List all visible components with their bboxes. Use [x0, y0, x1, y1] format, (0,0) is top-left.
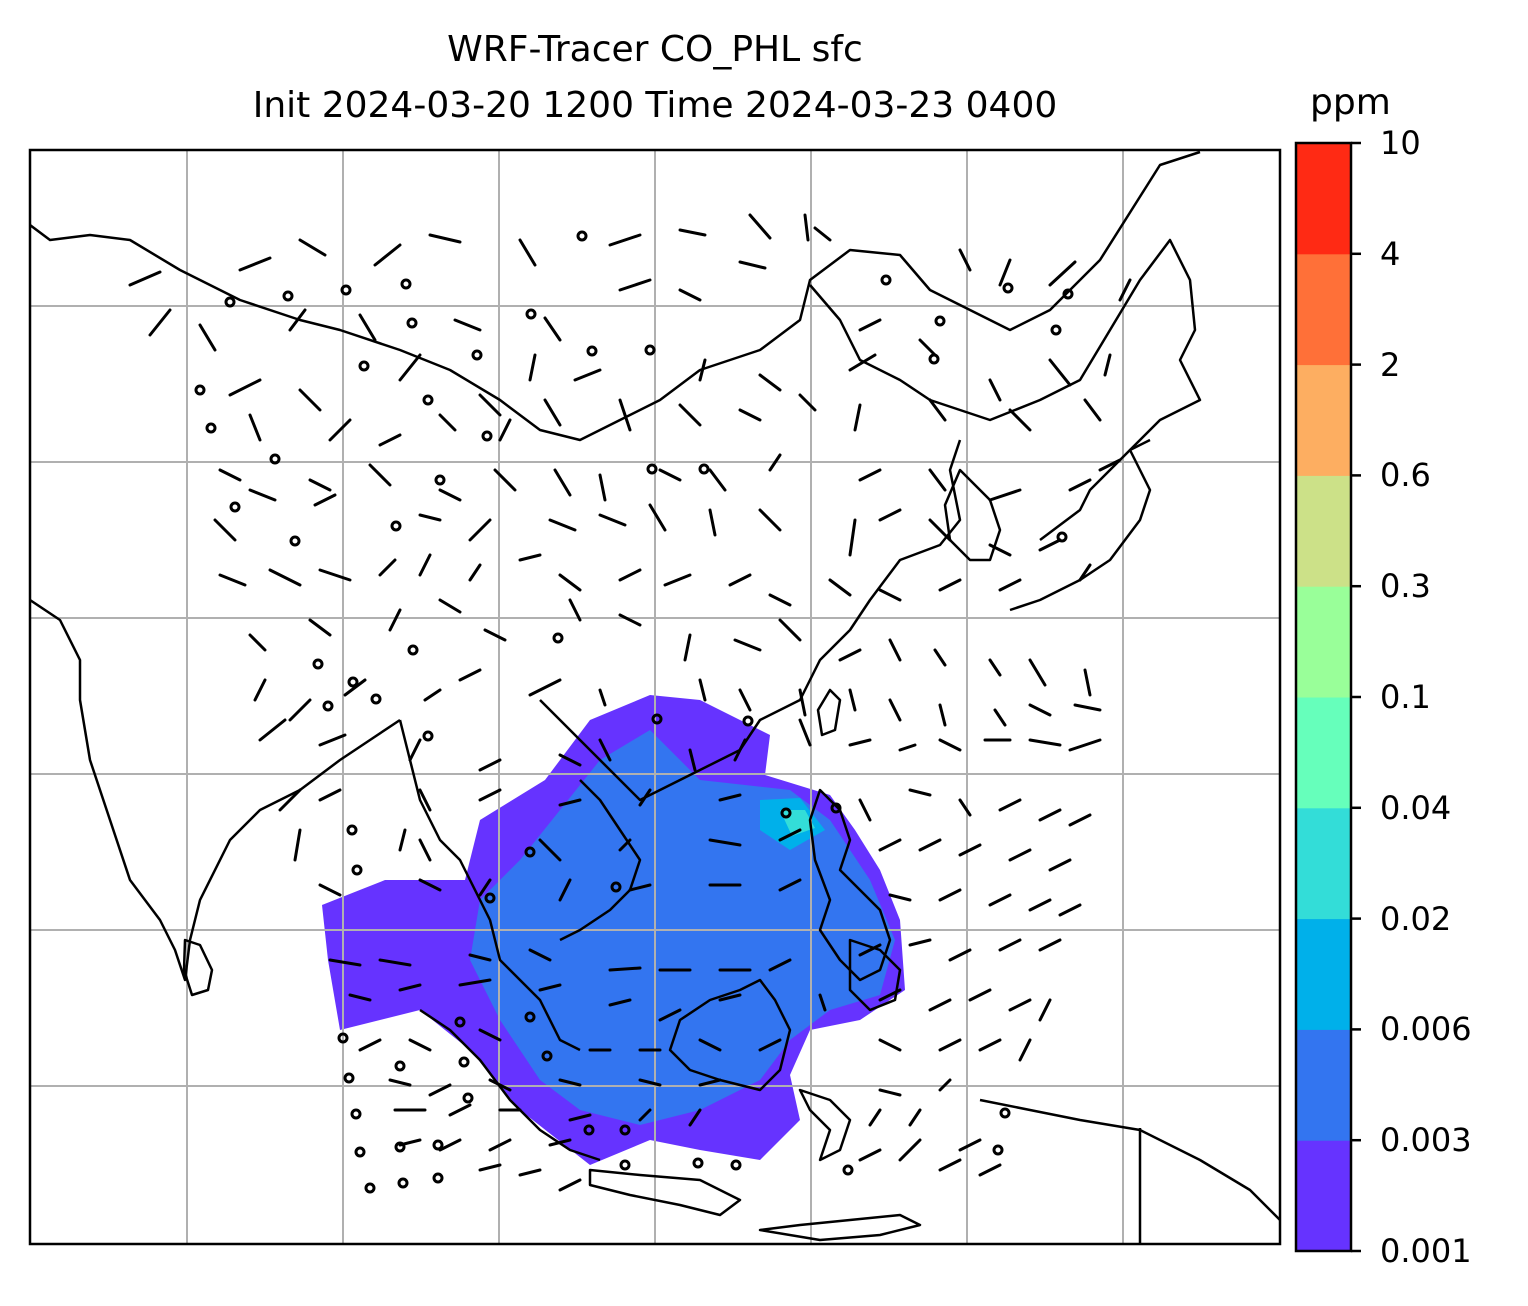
- coastline-java: [588, 1168, 742, 1217]
- coastline-taiwan: [816, 688, 842, 737]
- plot-title-line-1: WRF-Tracer CO_PHL sfc: [447, 29, 863, 70]
- coastline-sulawesi: [798, 1088, 852, 1162]
- colorbar-tick-label: 0.6: [1380, 456, 1431, 495]
- coastline-philippines-luzon: [808, 788, 892, 982]
- colorbar-band: [1296, 143, 1351, 255]
- map-frame: [28, 148, 1282, 1246]
- coastline-borneo: [668, 978, 792, 1092]
- coastline-asia-main: [30, 150, 1201, 442]
- coastline-korea: [943, 468, 1002, 562]
- colorbar: [1296, 141, 1361, 1253]
- plot-title-line-2: Init 2024-03-20 1200 Time 2024-03-23 040…: [252, 85, 1058, 126]
- coastline-east-china: [809, 238, 1202, 612]
- coastline-mindanao: [848, 938, 902, 1012]
- colorbar-band: [1296, 1029, 1351, 1141]
- colorbar-band: [1296, 586, 1351, 698]
- colorbar-tick-label: 0.006: [1380, 1010, 1472, 1049]
- colorbar-tick-label: 0.3: [1380, 567, 1431, 606]
- colorbar-band: [1296, 475, 1351, 587]
- coastline-sri-lanka: [182, 938, 214, 997]
- colorbar-band: [1296, 1140, 1351, 1252]
- colorbar-band: [1296, 918, 1351, 1030]
- coastline-indochina: [398, 719, 581, 1052]
- colorbar-tick-label: 0.02: [1380, 899, 1452, 938]
- colorbar-frame: [1294, 141, 1353, 1253]
- colorbar-tick-label: 2: [1380, 345, 1401, 384]
- colorbar-tick-label: 0.04: [1380, 788, 1452, 827]
- wind-barbs: [128, 213, 1132, 1192]
- colorbar-tick-label: 0.001: [1380, 1232, 1472, 1270]
- colorbar-band: [1296, 807, 1351, 920]
- coastline-india: [30, 598, 401, 982]
- colorbar-unit-label: ppm: [1310, 82, 1391, 123]
- coastline-lesser-sunda: [758, 1213, 922, 1242]
- coastline-vietnam: [559, 779, 642, 942]
- coastline-new-guinea: [979, 1098, 1280, 1221]
- coastline-sumatra: [419, 1008, 601, 1162]
- colorbar-tick-label: 0.1: [1380, 678, 1431, 716]
- colorbar-tick-label: 0.003: [1380, 1121, 1472, 1160]
- gridlines: [30, 150, 1280, 1244]
- colorbar-tick-label: 4: [1380, 234, 1401, 273]
- coastlines: [30, 150, 1280, 1244]
- colorbar-band: [1296, 697, 1351, 809]
- colorbar-tick-label: 10: [1380, 124, 1421, 162]
- calm-markers: [194, 230, 1074, 1194]
- colorbar-band: [1296, 364, 1351, 476]
- colorbar-band: [1296, 253, 1351, 366]
- coastline-japan: [1039, 438, 1151, 541]
- coastline-china-south: [539, 439, 962, 802]
